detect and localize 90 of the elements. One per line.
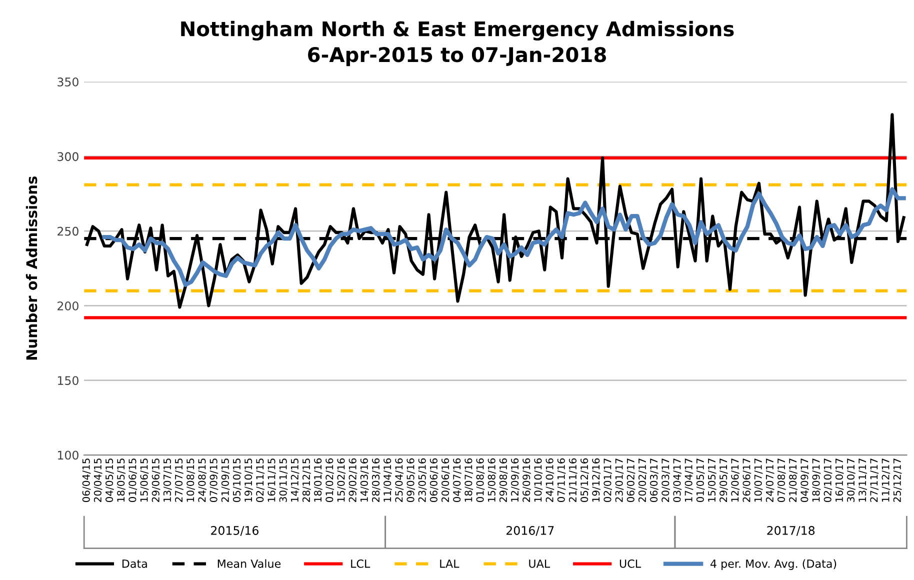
- legend-label: LAL: [440, 560, 460, 568]
- x-tick-label: 11/12/17: [882, 458, 890, 502]
- x-tick-label: 10/08/15: [186, 458, 195, 502]
- x-tick-label: 07/08/17: [777, 458, 786, 502]
- x-tick-label: 12/06/17: [731, 458, 740, 502]
- x-tick-label: 05/12/16: [580, 458, 589, 502]
- x-tick-label: 27/07/15: [175, 458, 184, 502]
- x-tick-label: 14/03/16: [360, 458, 369, 502]
- x-tick-label: 23/01/17: [615, 458, 624, 502]
- x-tick-label: 26/09/16: [522, 458, 531, 502]
- x-tick-label: 15/02/16: [337, 458, 346, 502]
- y-axis-title: Number of Admissions: [26, 176, 38, 360]
- x-tick-label: 27/11/17: [870, 458, 879, 502]
- x-tick-label: 24/07/17: [766, 458, 774, 502]
- y-tick-label: 150: [58, 376, 78, 386]
- x-tick-label: 17/04/17: [684, 458, 694, 502]
- x-tick-label: 04/05/15: [105, 458, 114, 502]
- x-tick-label: 20/06/16: [441, 458, 450, 502]
- x-tick-label: 04/07/16: [453, 458, 462, 502]
- x-tick-label: 21/08/17: [789, 458, 798, 502]
- line-series: [102, 187, 906, 287]
- y-tick-label: 100: [58, 450, 78, 460]
- x-tick-label: 01/08/16: [476, 458, 485, 502]
- y-tick-label: 250: [58, 226, 78, 236]
- x-tick-label: 11/04/16: [384, 458, 392, 502]
- x-tick-label: 07/11/16: [557, 458, 566, 502]
- legend-label: LCL: [351, 559, 370, 568]
- x-tick-label: 06/06/16: [430, 458, 438, 502]
- x-tick-label: 26/06/17: [742, 458, 752, 502]
- x-tick-label: 24/08/15: [198, 458, 207, 502]
- legend-label: UCL: [620, 559, 641, 568]
- x-tick-label: 15/05/17: [708, 458, 716, 502]
- x-tick-label: 28/03/16: [372, 458, 380, 502]
- text: 2017/18: [767, 526, 815, 536]
- x-tick-label: 13/11/17: [858, 458, 867, 502]
- x-tick-label: 20/02/17: [638, 458, 647, 502]
- y-tick-label: 200: [58, 301, 78, 310]
- x-tick-label: 21/09/15: [221, 458, 230, 502]
- x-tick-label: 15/06/15: [140, 458, 149, 502]
- x-tick-label: 10/07/17: [754, 458, 763, 502]
- x-tick-label: 06/03/17: [650, 458, 658, 502]
- text: 2015/16: [211, 526, 258, 536]
- x-tick-label: 18/01/16: [314, 458, 322, 502]
- x-tick-label: 21/11/16: [568, 458, 578, 502]
- legend-label: Data: [122, 560, 147, 568]
- x-tick-label: 23/05/16: [418, 458, 427, 502]
- y-tick-label: 350: [58, 78, 78, 86]
- x-tick-label: 01/05/17: [696, 458, 705, 502]
- x-tick-label: 13/07/15: [163, 458, 172, 502]
- x-tick-label: 19/10/15: [244, 458, 253, 502]
- x-tick-label: 12/09/16: [511, 458, 520, 502]
- x-tick-label: 09/05/16: [406, 458, 416, 502]
- x-tick-label: 20/04/15: [94, 458, 102, 502]
- chart-title: Nottingham North & East Emergency Admissions 6-Apr-2015 to 07-Jan-2018: [181, 20, 734, 66]
- x-tick-label: 02/11/15: [256, 458, 264, 502]
- x-tick-label: 24/10/16: [546, 458, 554, 502]
- x-tick-label: 16/11/15: [268, 458, 276, 502]
- x-tick-label: 18/07/16: [464, 458, 474, 502]
- legend-label: Mean Value: [218, 559, 281, 568]
- x-tick-label: 05/10/15: [232, 458, 242, 502]
- x-tick-label: 14/12/15: [290, 458, 300, 502]
- x-tick-label: 04/09/17: [800, 458, 809, 502]
- y-tick-label: 300: [58, 152, 78, 162]
- x-tick-label: 06/04/15: [82, 458, 91, 502]
- x-tick-label: 29/08/16: [499, 458, 508, 502]
- legend-label: UAL: [529, 560, 550, 568]
- x-tick-label: 16/10/17: [835, 458, 844, 502]
- x-tick-label: 25/04/16: [395, 458, 404, 502]
- x-tick-label: 29/06/15: [152, 458, 160, 502]
- legend-label: 4 per. Mov. Avg. (Data): [710, 559, 836, 570]
- x-tick-label: 29/02/16: [348, 458, 358, 502]
- x-tick-label: 06/02/17: [626, 458, 636, 502]
- x-tick-label: 02/01/17: [604, 458, 612, 502]
- x-tick-label: 01/06/15: [128, 458, 138, 502]
- x-tick-label: 03/04/17: [673, 458, 682, 502]
- x-tick-label: 18/05/15: [117, 458, 126, 502]
- x-tick-label: 01/02/16: [326, 458, 334, 502]
- x-tick-label: 25/12/17: [893, 458, 902, 502]
- text: 2016/17: [506, 526, 554, 536]
- x-tick-label: 10/10/16: [534, 458, 543, 502]
- x-tick-label: 15/08/16: [488, 458, 496, 502]
- x-tick-label: 29/05/17: [720, 458, 728, 502]
- x-tick-label: 30/11/15: [279, 458, 288, 502]
- x-tick-label: 30/10/17: [846, 458, 856, 502]
- x-tick-label: 07/09/15: [210, 458, 218, 502]
- x-tick-label: 19/12/16: [592, 458, 600, 502]
- x-tick-label: 02/10/17: [824, 458, 832, 502]
- x-tick-label: 20/03/17: [662, 458, 670, 502]
- x-tick-label: 28/12/15: [302, 458, 311, 502]
- x-tick-label: 18/09/17: [812, 458, 821, 502]
